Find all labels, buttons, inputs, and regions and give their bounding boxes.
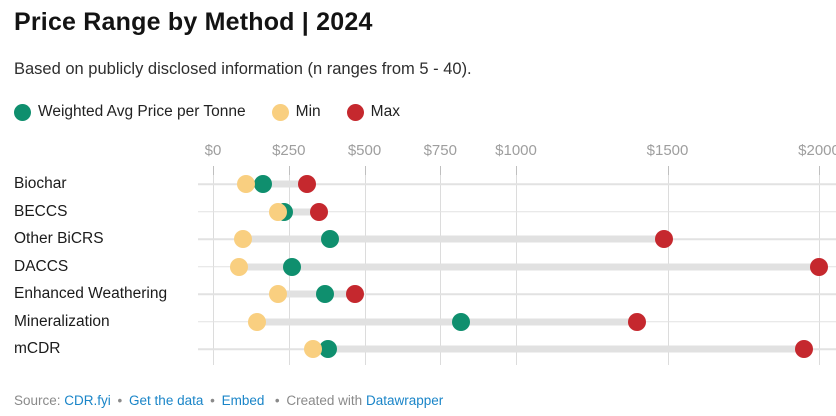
- max-price-dot[interactable]: [655, 230, 674, 248]
- source-label: Source:: [14, 393, 61, 408]
- legend: Weighted Avg Price per Tonne Min Max: [14, 103, 400, 121]
- max-price-dot[interactable]: [346, 285, 365, 303]
- max-price-dot[interactable]: [810, 257, 828, 276]
- range-bar: [238, 263, 819, 270]
- x-tick-mark: [440, 166, 442, 175]
- row-baseline: [198, 183, 836, 185]
- x-tick-mark: [364, 166, 366, 175]
- range-bar: [312, 345, 804, 353]
- datawrapper-link[interactable]: Datawrapper: [365, 393, 444, 408]
- min-dot-icon: [271, 103, 289, 121]
- legend-item-min: Min: [271, 103, 321, 121]
- row-baseline: [198, 293, 836, 295]
- range-bar: [243, 235, 665, 243]
- range-bar: [256, 318, 638, 325]
- x-tick-label: $250: [272, 142, 306, 159]
- source-link[interactable]: CDR.fyi: [64, 393, 111, 408]
- min-price-dot[interactable]: [229, 257, 248, 276]
- x-tick-mark: [288, 166, 290, 175]
- get-data-link[interactable]: Get the data: [129, 393, 204, 408]
- avg-dot-icon: [14, 103, 31, 121]
- x-tick-mark: [213, 166, 214, 175]
- category-label: Other BiCRS: [14, 230, 104, 247]
- legend-item-max: Max: [346, 103, 400, 121]
- avg-price-dot[interactable]: [253, 175, 272, 193]
- plot-area: $0 $250 $500 $750 $1000 $1500 $2000 Biochar BECC…: [0, 138, 836, 370]
- separator: •: [206, 393, 215, 408]
- x-gridline: [213, 166, 214, 365]
- category-label: Biochar: [14, 175, 67, 192]
- category-label: DACCS: [14, 257, 69, 275]
- x-tick-mark: [819, 166, 820, 175]
- avg-price-dot[interactable]: [316, 285, 335, 303]
- avg-price-dot[interactable]: [282, 257, 301, 276]
- separator: •: [267, 393, 280, 408]
- footer: Source: CDR.fyi • Get the data • Embed •…: [14, 393, 443, 408]
- row-baseline: [198, 210, 836, 213]
- legend-label-min: Min: [295, 103, 321, 120]
- category-label: Enhanced Weathering: [14, 285, 168, 302]
- min-price-dot[interactable]: [269, 285, 288, 303]
- range-bar: [278, 208, 320, 215]
- chart-title: Price Range by Method | 2024: [14, 8, 373, 36]
- range-bar: [246, 180, 307, 188]
- max-dot-icon: [346, 103, 364, 121]
- avg-price-dot[interactable]: [320, 230, 339, 248]
- x-tick-mark: [516, 166, 517, 175]
- x-tick-label: $750: [423, 142, 457, 159]
- category-label: mCDR: [14, 340, 61, 357]
- x-tick-label: $1000: [495, 142, 537, 159]
- x-tick-label: $2000: [798, 142, 836, 159]
- legend-item-avg: Weighted Avg Price per Tonne: [14, 103, 246, 121]
- category-label: BECCS: [14, 202, 68, 220]
- legend-label-max: Max: [370, 103, 400, 120]
- avg-price-dot[interactable]: [452, 312, 471, 331]
- x-tick-mark: [667, 166, 669, 175]
- max-price-dot[interactable]: [628, 312, 647, 331]
- legend-label-avg: Weighted Avg Price per Tonne: [38, 103, 246, 120]
- x-tick-label: $1500: [646, 142, 689, 159]
- min-price-dot[interactable]: [247, 312, 266, 331]
- max-price-dot[interactable]: [310, 202, 329, 221]
- max-price-dot[interactable]: [794, 340, 813, 358]
- category-label: Mineralization: [14, 312, 110, 330]
- min-price-dot[interactable]: [269, 202, 288, 221]
- avg-price-dot[interactable]: [319, 340, 338, 358]
- min-price-dot[interactable]: [237, 175, 256, 193]
- max-price-dot[interactable]: [297, 175, 316, 193]
- min-price-dot[interactable]: [234, 230, 253, 248]
- separator: •: [113, 393, 123, 408]
- chart-subtitle: Based on publicly disclosed information …: [14, 60, 472, 78]
- x-tick-label: $500: [347, 142, 382, 159]
- embed-link[interactable]: Embed: [221, 393, 265, 408]
- created-with-label: Created with: [286, 393, 363, 408]
- min-price-dot[interactable]: [303, 340, 322, 358]
- x-tick-label: $0: [204, 142, 222, 159]
